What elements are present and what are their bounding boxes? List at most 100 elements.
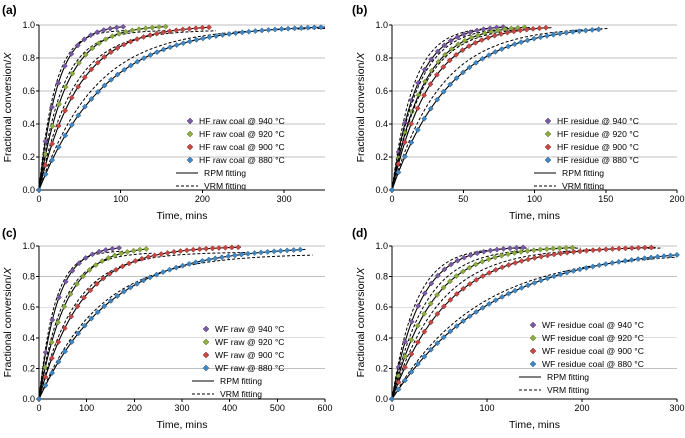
data-point [62, 278, 69, 285]
data-point [186, 25, 193, 32]
y-tick-label: 0.0 [22, 394, 35, 404]
data-point [505, 290, 512, 297]
legend-vrm-label: VRM fitting [562, 181, 604, 191]
panel-label: (d) [352, 226, 367, 240]
data-point [513, 244, 520, 251]
data-point [498, 46, 505, 53]
data-point [442, 51, 448, 58]
data-point [136, 246, 143, 253]
y-tick-label: 1.0 [22, 20, 35, 30]
data-point [93, 280, 100, 287]
data-point [102, 247, 109, 253]
data-point [453, 323, 460, 330]
data-point [448, 261, 454, 268]
data-point [42, 171, 49, 178]
x-tick-label: 100 [113, 194, 128, 204]
data-point [478, 37, 485, 44]
data-point [434, 291, 441, 298]
data-point [245, 28, 252, 35]
data-point [177, 248, 184, 255]
data-point [563, 269, 570, 276]
data-point [434, 310, 441, 317]
data-point [75, 112, 82, 119]
data-point [199, 257, 206, 264]
data-point [231, 252, 238, 259]
data-point [127, 38, 134, 45]
y-axis-label-symbol: X [2, 52, 14, 61]
data-point [317, 24, 324, 31]
data-point [648, 244, 655, 251]
data-point [389, 187, 395, 193]
data-point [162, 23, 169, 30]
data-point [531, 279, 538, 286]
data-point [153, 271, 160, 278]
legend-label: WF raw @ 920 °C [215, 337, 284, 347]
legend-marker [202, 364, 210, 372]
x-tick-label: 600 [317, 403, 332, 413]
data-point [199, 24, 206, 31]
vrm-fit-line [391, 26, 531, 191]
data-point [109, 245, 116, 252]
data-point [479, 304, 486, 311]
x-tick-label: 200 [574, 403, 589, 413]
data-point [505, 251, 511, 258]
data-point [453, 290, 460, 297]
x-tick-label: 300 [277, 194, 292, 204]
y-tick-label: 0.4 [375, 119, 388, 129]
data-point [192, 25, 199, 32]
legend-label: WF residue coal @ 940 °C [542, 320, 644, 330]
data-point [134, 58, 141, 65]
data-point [475, 32, 482, 39]
data-point [199, 35, 206, 42]
data-point [55, 358, 62, 365]
data-point [258, 249, 264, 256]
data-point [498, 31, 504, 37]
legend-rpm-label: RPM fitting [204, 168, 246, 178]
data-point [132, 257, 139, 264]
data-point [518, 284, 525, 291]
data-point [100, 27, 107, 34]
data-point [67, 291, 74, 298]
data-point [147, 274, 153, 281]
data-point [474, 27, 480, 34]
x-axis-label: Time, mins [157, 210, 208, 222]
legend-label: WF raw @ 940 °C [215, 324, 284, 334]
data-point [408, 108, 415, 115]
chart-panel-3: 0.0 0.2 0.4 0.6 0.8 1.0 0 100 200 300 400 500 600 (c)… [2, 226, 333, 431]
legend: HF raw coal @ 940 °C HF raw coal @ 920 °C… [176, 116, 285, 191]
data-point [667, 252, 674, 259]
data-point [82, 255, 89, 261]
data-point [251, 250, 258, 257]
data-point [414, 322, 421, 329]
x-tick-label: 300 [174, 403, 189, 413]
legend-marker [529, 334, 537, 342]
data-point [635, 244, 642, 251]
legend-marker [544, 143, 552, 151]
data-point [466, 264, 473, 271]
data-point [147, 52, 154, 58]
series-2 [36, 23, 172, 193]
vrm-fit-line [391, 256, 678, 400]
data-point [434, 272, 441, 279]
data-point [126, 260, 132, 267]
data-point [408, 351, 415, 357]
data-point [596, 246, 603, 253]
data-point [192, 259, 199, 266]
data-point [80, 273, 87, 280]
data-point [179, 262, 186, 269]
data-point [415, 302, 422, 309]
data-point [510, 28, 517, 35]
data-point [421, 92, 428, 99]
y-tick-label: 0.6 [22, 86, 35, 96]
data-point [544, 252, 551, 259]
data-point [297, 246, 304, 253]
data-point [493, 246, 500, 253]
legend-marker [544, 117, 552, 125]
data-point [113, 24, 120, 31]
y-tick-label: 0.6 [22, 302, 35, 312]
data-point [136, 26, 142, 33]
data-point [512, 287, 519, 294]
data-point [595, 26, 602, 33]
x-tick-label: 100 [527, 194, 542, 204]
data-point [96, 40, 102, 47]
